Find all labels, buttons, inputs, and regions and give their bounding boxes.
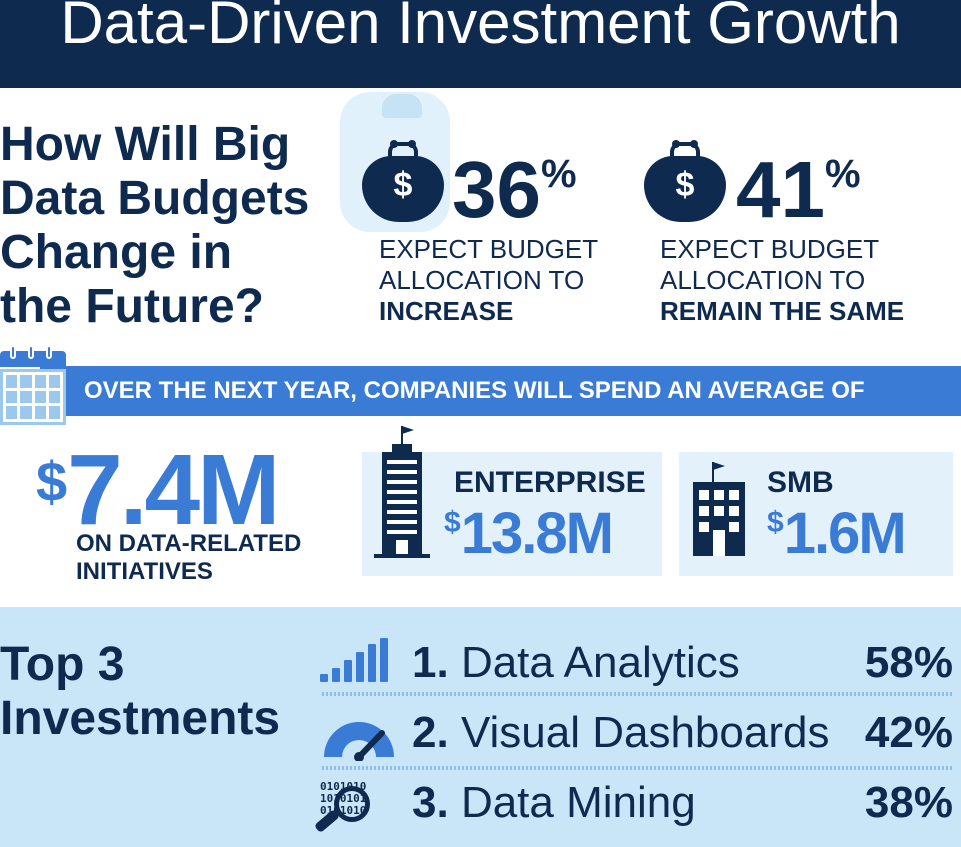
smb-label: SMB [767, 466, 834, 499]
gauge-icon [324, 722, 394, 761]
banner-text: OVER THE NEXT YEAR, COMPANIES WILL SPEND… [84, 377, 865, 404]
investment-row-1: 1. Data Analytics [412, 638, 740, 687]
dotted-divider [322, 692, 952, 696]
same-caption: EXPECT BUDGET ALLOCATION TO REMAIN THE S… [660, 234, 904, 327]
budget-question: How Will Big Data Budgets Change in the … [0, 118, 340, 334]
money-bag-icon: $ [362, 140, 444, 224]
smb-panel: SMB $1.6M [679, 452, 953, 576]
calendar-icon [0, 345, 66, 425]
enterprise-amount: $13.8M [444, 501, 614, 566]
ghost-clasp-decoration [382, 94, 422, 118]
small-building-icon [693, 462, 745, 556]
increase-caption: EXPECT BUDGET ALLOCATION TO INCREASE [379, 234, 598, 327]
bar-chart-icon [320, 638, 396, 682]
enterprise-panel: ENTERPRISE $13.8M [362, 426, 662, 576]
average-spend-amount: $7.4M [36, 434, 280, 546]
question-line: Data Budgets [0, 172, 310, 225]
skyscraper-icon [374, 426, 430, 558]
caption-emphasis: REMAIN THE SAME [660, 296, 905, 326]
title-line: Investments [0, 692, 281, 745]
caption-line: ON DATA-RELATED [76, 530, 302, 557]
caption-line: ALLOCATION TO [660, 265, 866, 295]
question-line: How Will Big [0, 118, 291, 171]
caption-line: INITIATIVES [76, 558, 213, 585]
investment-percent-2: 42% [864, 708, 953, 757]
investment-percent-1: 58% [864, 638, 953, 687]
question-line: Change in [0, 226, 233, 279]
caption-line: EXPECT BUDGET [660, 234, 880, 264]
average-spend-banner [40, 366, 961, 416]
page-title: Data-Driven Investment Growth [60, 0, 901, 56]
header-bar: Data-Driven Investment Growth [0, 0, 961, 88]
investment-row-3: 3. Data Mining [412, 778, 696, 827]
caption-line: EXPECT BUDGET [379, 234, 599, 264]
top-investments-section [0, 607, 961, 847]
title-line: Top 3 [0, 638, 125, 691]
enterprise-label: ENTERPRISE [454, 466, 646, 499]
magnifier-icon [334, 786, 370, 822]
smb-amount: $1.6M [767, 501, 907, 566]
investment-row-2: 2. Visual Dashboards [412, 708, 830, 757]
caption-emphasis: INCREASE [379, 296, 514, 326]
average-spend-caption: ON DATA-RELATED INITIATIVES [76, 530, 301, 586]
increase-percent: 36% [452, 145, 577, 234]
question-line: the Future? [0, 280, 264, 333]
caption-line: ALLOCATION TO [379, 265, 585, 295]
investment-percent-3: 38% [864, 778, 953, 827]
same-percent: 41% [736, 145, 861, 234]
money-bag-icon: $ [644, 140, 726, 224]
dotted-divider [322, 766, 952, 770]
top-investments-title: Top 3 Investments [0, 638, 280, 746]
